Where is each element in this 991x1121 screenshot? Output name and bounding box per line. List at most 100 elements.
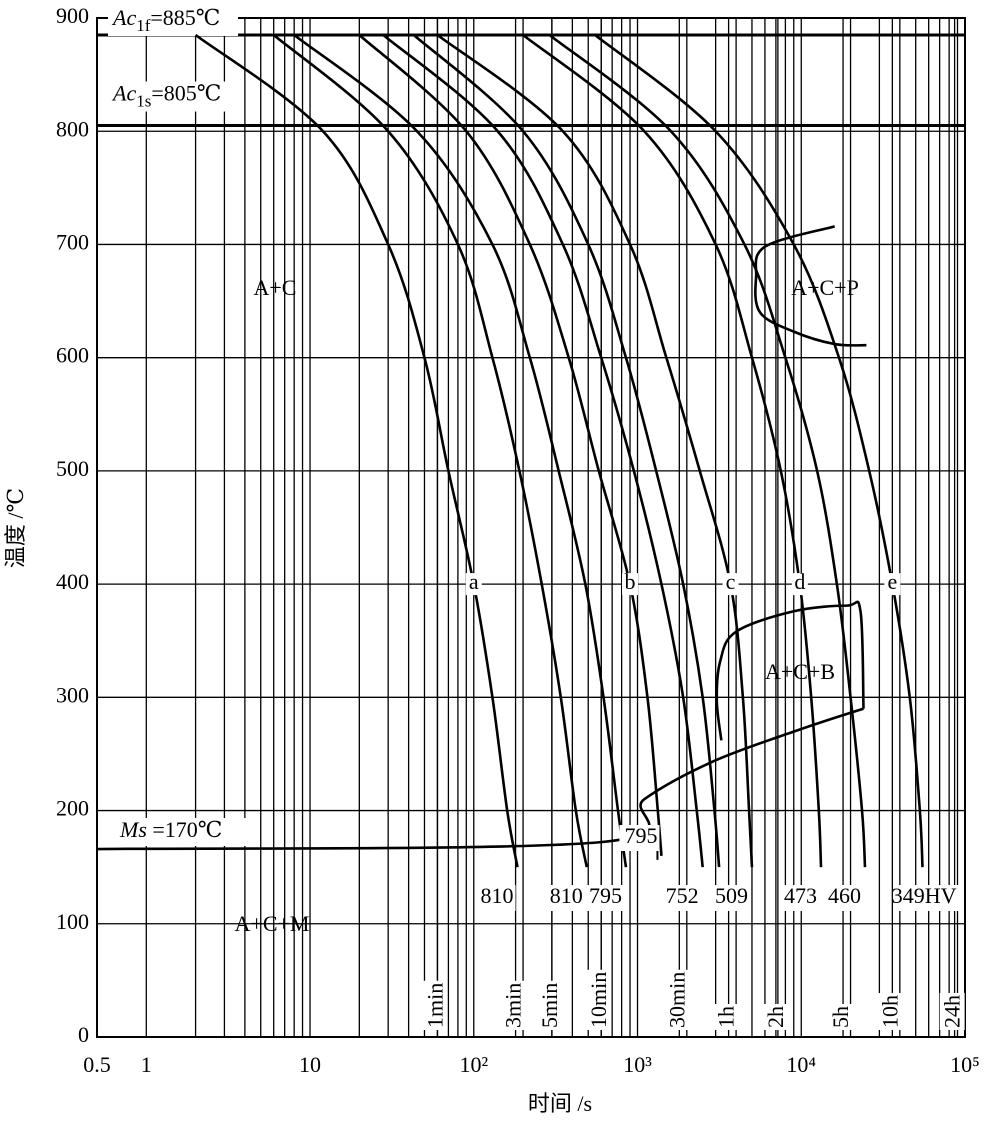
label-bg [500,980,526,1030]
label-bg [220,912,326,938]
ms-label-rest: =170℃ [147,817,223,842]
hardness-label: 795 [589,883,622,908]
hardness-label: 810 [481,883,514,908]
curve-letter: e [887,569,897,594]
label-bg [713,1004,739,1030]
label-bg [544,885,585,911]
label-bg [762,1004,788,1030]
x-tick-label: 1 [141,1052,152,1077]
time-mark-label: 10h [877,995,902,1028]
curve-letter: a [469,569,479,594]
time-mark: 5h [828,1004,854,1030]
region-label: A+C+P [791,275,859,300]
x-tick-label: 10⁵ [950,1052,980,1077]
reference-label-main: Ac [111,81,136,106]
cooling-curve [293,33,628,868]
boundary-line [715,600,865,741]
time-mark-label: 1min [422,983,447,1028]
curve-letter: d [794,569,805,594]
region-label: A+C [254,275,297,300]
time-mark: 10min [586,969,612,1030]
label-bg [622,573,639,596]
y-tick-label: 800 [56,116,89,141]
reference-label-main: Ac [111,5,136,30]
x-tick-label: 10³ [623,1052,652,1077]
time-mark-label: 2h [763,1006,788,1028]
time-mark: 2h [762,1004,788,1030]
time-mark-label: 5h [828,1006,853,1028]
label-bg [779,885,820,911]
cooling-curve [272,33,589,868]
label-bg [664,969,690,1030]
label-bg [586,969,612,1030]
time-mark: 30min [664,969,690,1030]
cooling-curve [594,33,924,868]
label-bg [660,885,701,911]
time-mark-label: 30min [664,972,689,1028]
time-mark: 1min [422,980,448,1030]
cooling-curve [358,34,663,856]
y-tick-label: 900 [56,3,89,28]
time-mark-label: 5min [537,983,562,1028]
ms-label: Ms =170℃ [119,817,222,842]
label-bg [884,573,901,596]
time-mark: 10h [877,993,903,1030]
label-bg [422,980,448,1030]
label-bg [828,1004,854,1030]
label-bg [536,980,562,1030]
y-tick-label: 600 [56,343,89,368]
label-bg [709,885,750,911]
y-axis-label: 温度 /℃ [3,488,28,568]
reference-label-sub: 1s [136,91,151,110]
y-tick-label: 400 [56,569,89,594]
x-tick-label: 10² [459,1052,488,1077]
reference-label-sub: 1f [136,16,151,35]
hardness-label: 349HV [892,883,957,908]
label-bg [939,993,965,1030]
reference-label-rest: =805℃ [151,81,221,106]
label-bg [583,885,624,911]
cooling-curve [194,33,519,868]
time-mark: 3min [500,980,526,1030]
x-tick-label: 10⁴ [786,1052,816,1077]
y-tick-label: 500 [56,456,89,481]
label-bg [475,885,516,911]
reference-label: Ac1f=885℃ [111,5,220,35]
label-bg [822,885,863,911]
curve-letter: c [726,569,736,594]
time-mark-label: 1h [714,1006,739,1028]
reference-label: Ac1s=805℃ [111,81,221,111]
cooling-curve [382,33,704,868]
hardness-label: 473 [784,883,817,908]
label-bg [877,993,903,1030]
time-mark: 24h [939,993,965,1030]
hardness-label: 795 [624,823,657,848]
cooling-curve [548,33,867,868]
boundary-line [96,707,864,851]
time-mark: 1h [713,1004,739,1030]
cooling-curve [522,33,823,868]
y-tick-label: 100 [56,909,89,934]
x-tick-label: 0.5 [83,1052,111,1077]
region-label: A+C+B [765,659,835,684]
ms-label-main: Ms [119,817,147,842]
time-mark-label: 3min [501,983,526,1028]
y-tick-label: 300 [56,682,89,707]
time-mark: 5min [536,980,562,1030]
y-tick-label: 0 [78,1022,89,1047]
hardness-label: 460 [828,883,861,908]
y-tick-label: 700 [56,229,89,254]
label-bg [619,825,660,851]
label-bg [896,885,961,911]
cooling-curve [436,33,754,868]
hardness-label: 752 [666,883,699,908]
label-bg [108,6,238,36]
label-bg [465,573,482,596]
cooling-curve [412,34,721,868]
label-bg [722,573,739,596]
reference-label-rest: =885℃ [150,5,220,30]
x-axis-label: 时间 /s [528,1091,592,1116]
label-bg [118,818,250,846]
y-tick-label: 200 [56,796,89,821]
